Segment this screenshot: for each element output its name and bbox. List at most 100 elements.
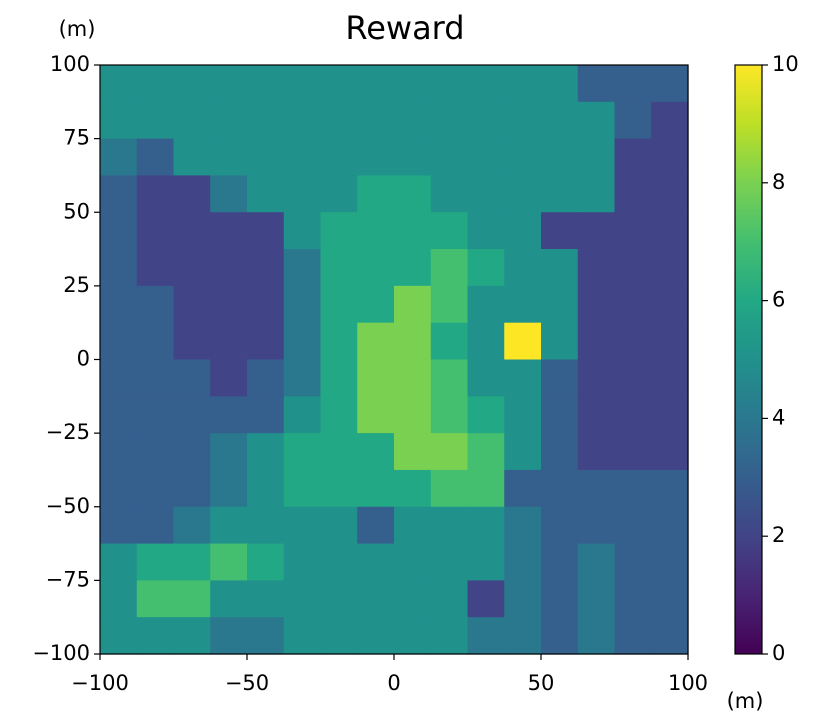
heatmap-cell (430, 506, 469, 545)
heatmap-cell (614, 433, 652, 471)
heatmap-cell (430, 433, 469, 471)
heatmap-cell (541, 101, 579, 140)
heatmap-cell (173, 396, 211, 434)
heatmap-cell (357, 285, 395, 324)
heatmap-cell (357, 617, 395, 655)
heatmap-cell (541, 175, 579, 213)
heatmap-cell (173, 175, 211, 213)
heatmap-cell (577, 543, 616, 581)
heatmap-cell (614, 175, 652, 213)
heatmap-cell (136, 543, 175, 581)
heatmap-cell (430, 249, 469, 287)
heatmap-cell (283, 580, 322, 618)
heatmap-cell (577, 249, 616, 287)
heatmap-cell (614, 506, 652, 545)
heatmap-cell (504, 249, 542, 287)
heatmap-cell (136, 396, 175, 434)
heatmap-cell (210, 285, 248, 324)
heatmap-cell (541, 359, 579, 397)
heatmap-cell (100, 249, 138, 287)
colorbar (734, 64, 763, 655)
heatmap-cell (136, 101, 175, 140)
x-tick-label: −100 (71, 671, 129, 695)
heatmap-cell (504, 396, 542, 434)
heatmap-cell (394, 543, 432, 581)
heatmap-cell (283, 322, 322, 361)
y-tick-label: 50 (63, 199, 90, 223)
heatmap-cell (100, 138, 138, 177)
heatmap-cell (467, 322, 505, 361)
heatmap-cell (283, 101, 322, 140)
heatmap-cell (247, 212, 285, 250)
heatmap-cell (247, 543, 285, 581)
heatmap-cell (430, 469, 469, 508)
heatmap-cell (100, 285, 138, 324)
heatmap-cell (651, 138, 689, 177)
heatmap-cell (173, 212, 211, 250)
heatmap-cell (247, 101, 285, 140)
heatmap-cell (651, 65, 689, 103)
heatmap-cell (614, 322, 652, 361)
heatmap-cell (394, 175, 432, 213)
heatmap-cell (357, 249, 395, 287)
heatmap-cell (283, 469, 322, 508)
heatmap-cell (541, 138, 579, 177)
heatmap-cell (357, 543, 395, 581)
heatmap-cell (467, 138, 505, 177)
heatmap-cell (467, 617, 505, 655)
heatmap-cell (100, 322, 138, 361)
heatmap-cell (651, 580, 689, 618)
heatmap-cell (357, 469, 395, 508)
heatmap-cell (320, 249, 358, 287)
y-tick-label: −75 (46, 567, 90, 591)
heatmap-cell (467, 469, 505, 508)
colorbar-tick-label: 4 (772, 405, 785, 429)
heatmap-cell (210, 359, 248, 397)
heatmap-cell (394, 249, 432, 287)
colorbar-tick-label: 2 (772, 523, 785, 547)
heatmap-cell (357, 101, 395, 140)
x-axis-label: (m) (727, 689, 764, 713)
heatmap-cell (283, 249, 322, 287)
heatmap-cell (577, 580, 616, 618)
heatmap-cell (210, 101, 248, 140)
x-tick-label: 0 (387, 671, 400, 695)
heatmap-cell (541, 433, 579, 471)
heatmap-cell (320, 506, 358, 545)
y-tick-label: −50 (46, 494, 90, 518)
chart-title: Reward (345, 9, 464, 47)
heatmap-cell (614, 101, 652, 140)
heatmap-cell (504, 285, 542, 324)
heatmap-cell (320, 175, 358, 213)
heatmap-cell (136, 617, 175, 655)
heatmap-cell (504, 212, 542, 250)
heatmap-cell (651, 322, 689, 361)
heatmap-cell (467, 506, 505, 545)
heatmap-cell (541, 617, 579, 655)
heatmap-cell (173, 433, 211, 471)
heatmap-cell (577, 322, 616, 361)
heatmap-cell (541, 580, 579, 618)
heatmap-cell (394, 396, 432, 434)
y-tick-label: 25 (63, 273, 90, 297)
heatmap-cell (100, 469, 138, 508)
y-tick-label: 100 (50, 52, 90, 76)
heatmap-cell (173, 249, 211, 287)
heatmap-cell (136, 506, 175, 545)
heatmap-cell (283, 396, 322, 434)
heatmap-cell (651, 212, 689, 250)
heatmap-cell (100, 617, 138, 655)
heatmap-cell (136, 433, 175, 471)
heatmap-cell (100, 101, 138, 140)
heatmap-cell (577, 65, 616, 103)
heatmap-cell (394, 65, 432, 103)
heatmap-cell (504, 175, 542, 213)
heatmap-cell (577, 175, 616, 213)
heatmap-cell (357, 396, 395, 434)
heatmap-cell (320, 359, 358, 397)
heatmap-cell (320, 322, 358, 361)
heatmap-cell (541, 469, 579, 508)
heatmap-cell (394, 506, 432, 545)
heatmap-cell (467, 101, 505, 140)
